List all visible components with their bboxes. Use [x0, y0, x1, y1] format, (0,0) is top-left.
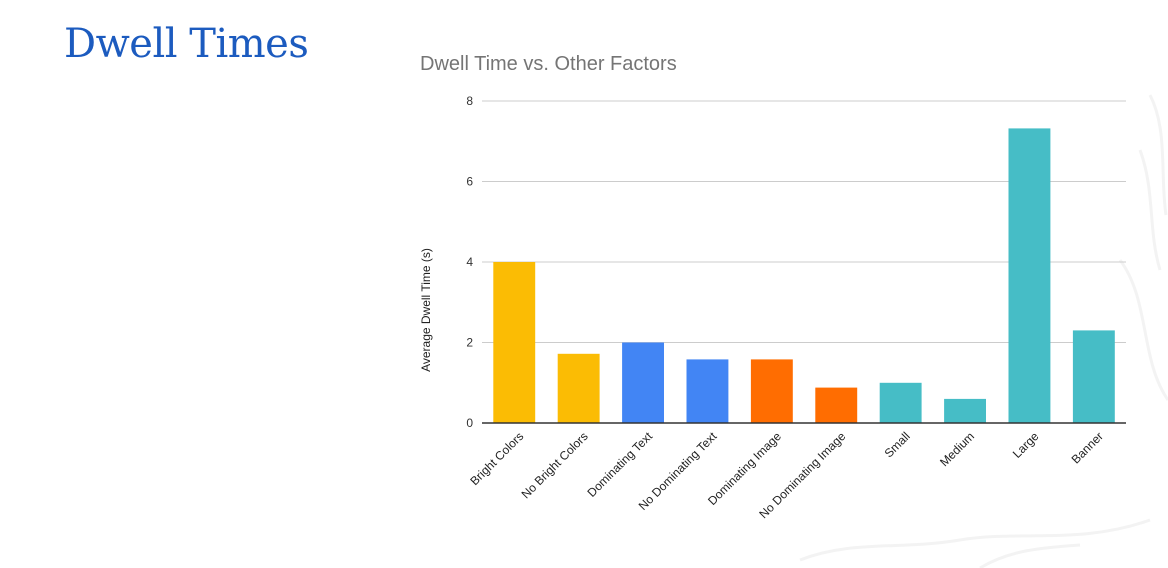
y-tick-label: 2 — [466, 336, 473, 350]
bar-no-dominating-image — [815, 387, 858, 423]
x-tick-label: Dominating Text — [585, 429, 656, 500]
x-tick-label: No Bright Colors — [519, 429, 591, 501]
bars — [493, 128, 1115, 424]
bar-no-bright-colors — [557, 353, 600, 423]
y-tick-label: 0 — [466, 416, 473, 430]
y-tick-label: 6 — [466, 175, 473, 189]
x-tick-label: Medium — [937, 429, 977, 469]
x-tick-label: Banner — [1069, 429, 1106, 466]
bar-no-dominating-text — [686, 359, 729, 423]
bar-dominating-text — [622, 342, 664, 423]
bar-small — [879, 382, 922, 424]
bar-banner — [1072, 330, 1115, 423]
y-tick-label: 8 — [466, 94, 473, 108]
y-axis-label: Average Dwell Time (s) — [419, 248, 433, 372]
x-tick-label: Large — [1010, 429, 1042, 461]
slide-title: Dwell Times — [64, 21, 309, 67]
x-tick-label: Bright Colors — [467, 429, 526, 488]
bar-dominating-image — [750, 359, 793, 423]
bar-medium — [944, 398, 986, 423]
bar-large — [1008, 128, 1051, 423]
y-tick-label: 4 — [466, 255, 473, 269]
bar-bright-colors — [493, 262, 536, 423]
x-tick-label: Small — [882, 429, 913, 460]
y-axis-ticks: 0 2 4 6 8 — [466, 94, 473, 430]
chart-title: Dwell Time vs. Other Factors — [420, 53, 677, 75]
